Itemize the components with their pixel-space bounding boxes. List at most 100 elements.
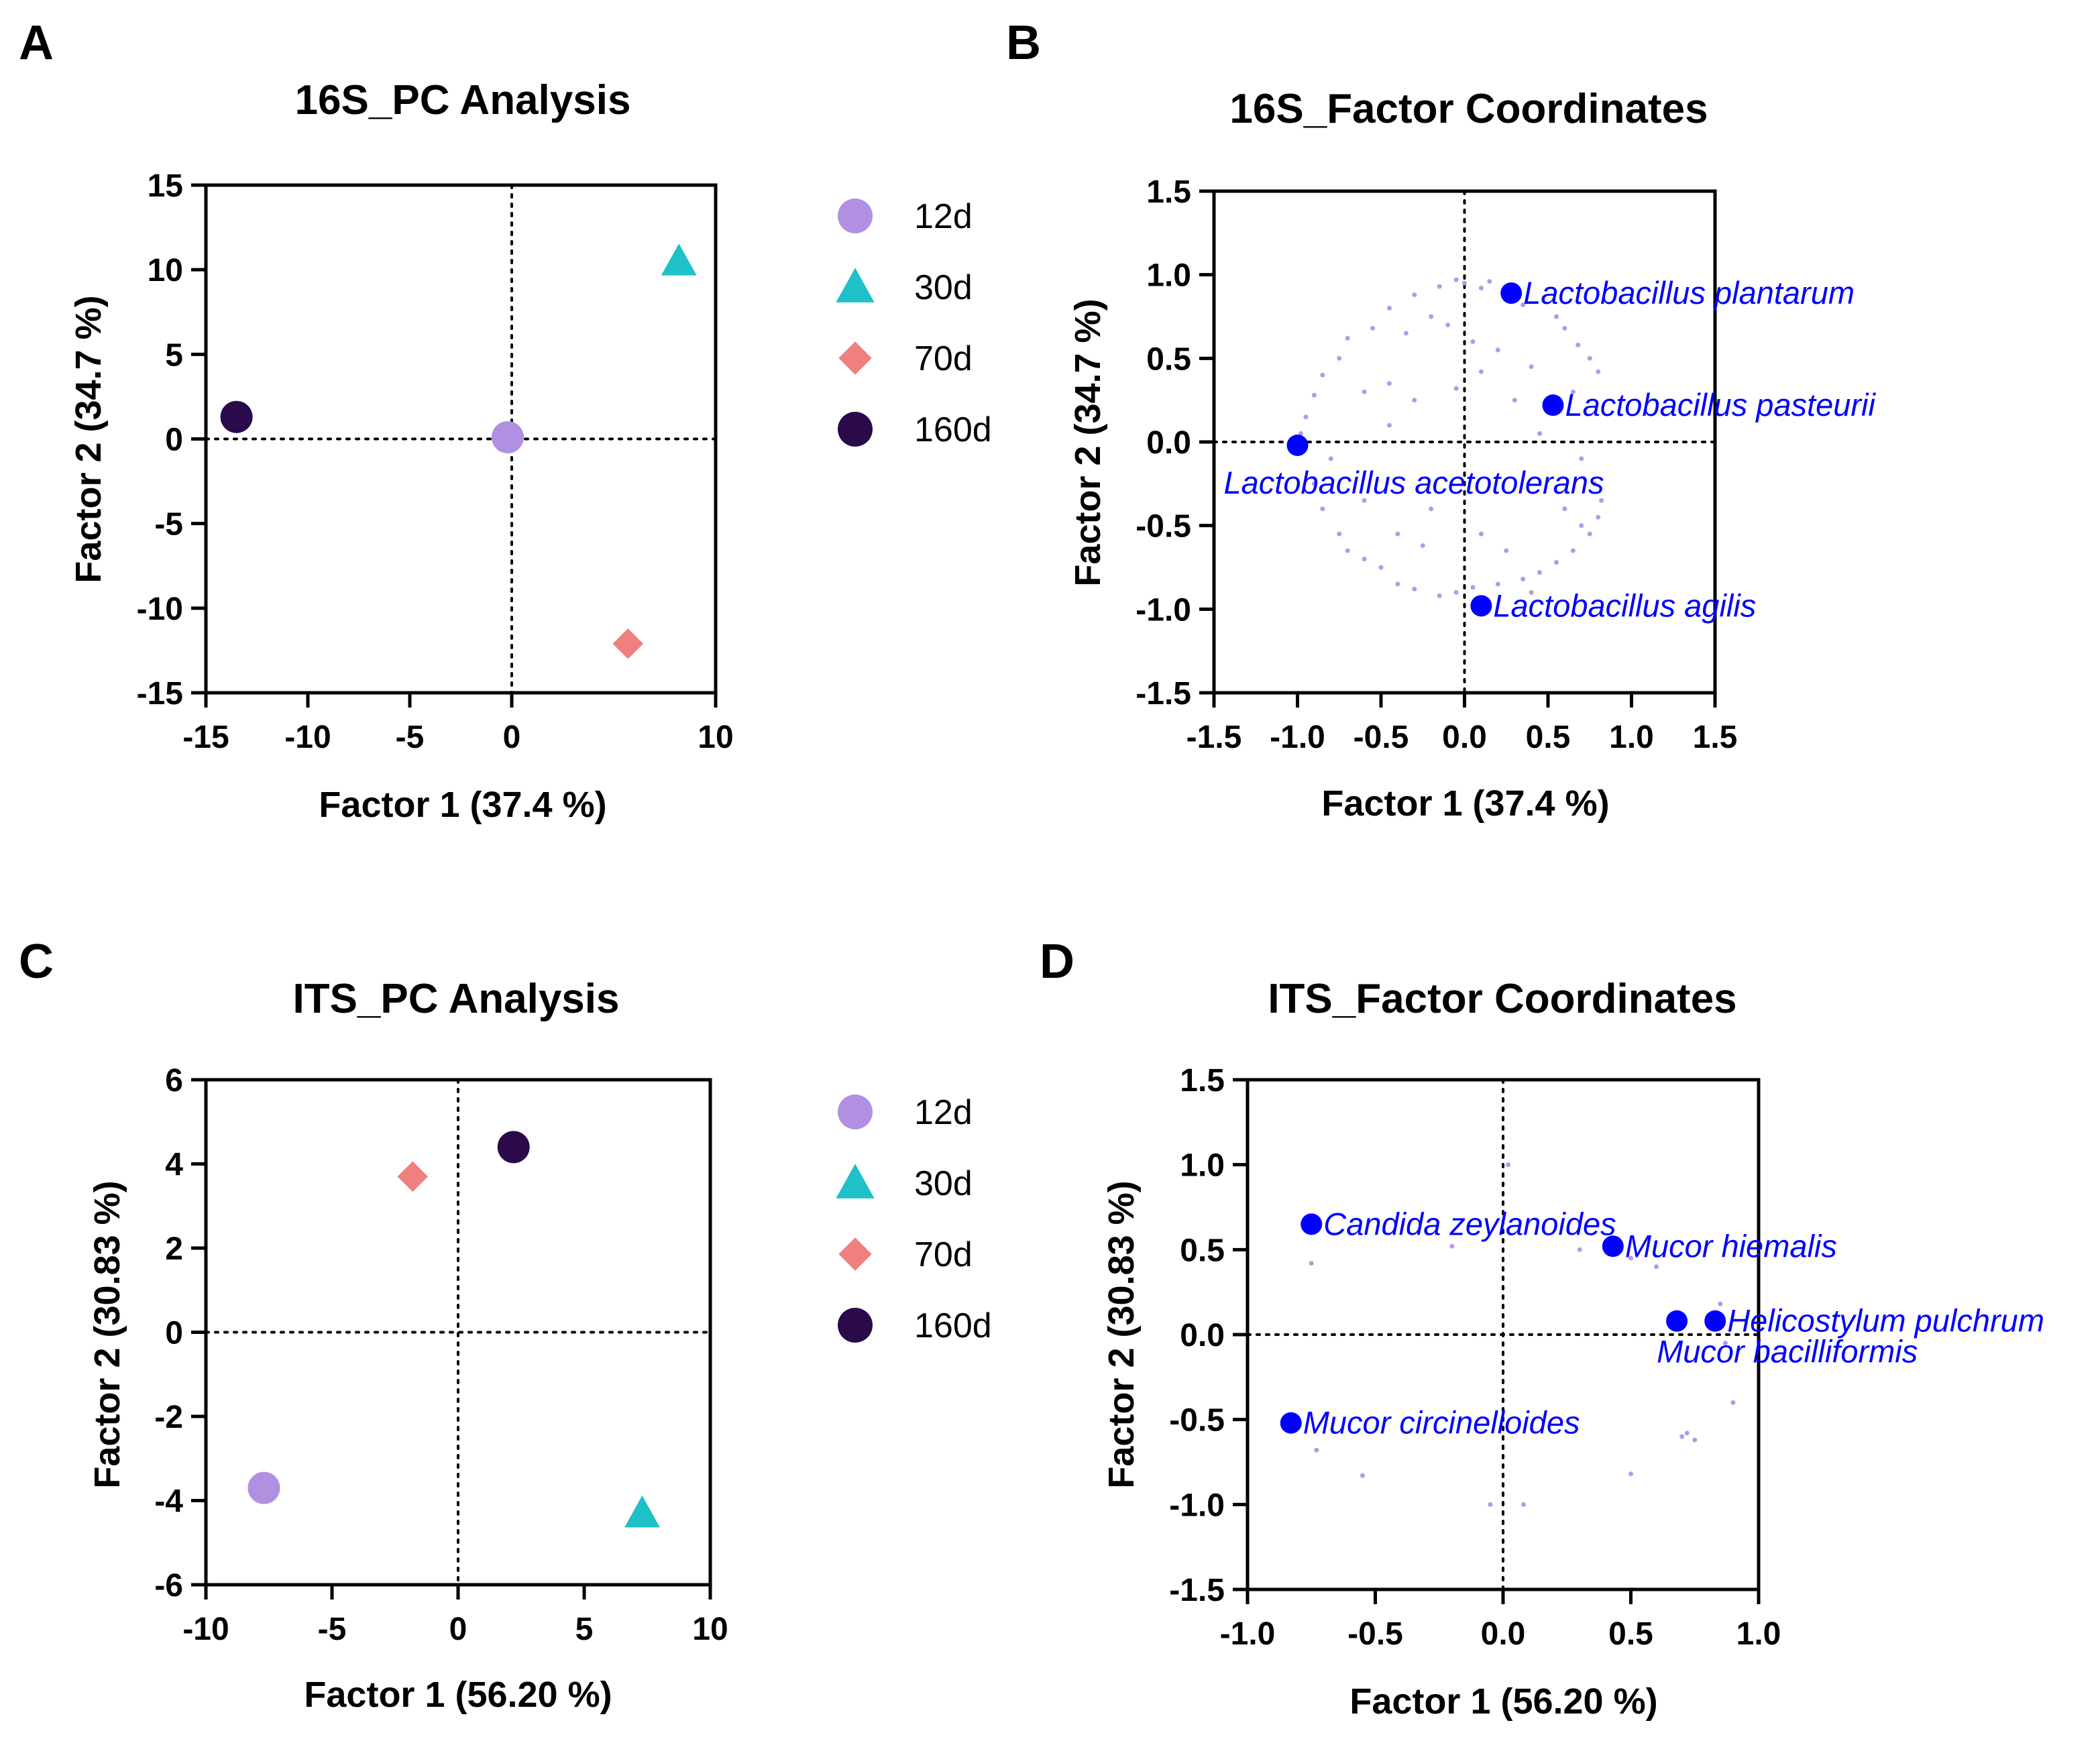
panel-b-minor-point <box>1453 277 1459 282</box>
panel-d-y-tick-label: 1.0 <box>1180 1148 1225 1184</box>
panel-d-y-axis-label: Factor 2 (30.83 %) <box>1101 1180 1142 1488</box>
panel-b: B 16S_Factor Coordinates -1.5 -1.0 -0.5 0.0… <box>1006 16 1876 824</box>
panel-d-zero-lines <box>1246 1078 1760 1591</box>
panel-a-legend-marker-12d <box>838 199 873 233</box>
panel-b-minor-point <box>1478 531 1484 537</box>
panel-a: A 16S_PC Analysis -15 -10 -5 0 10 15 10 5 0 -5 -10… <box>19 16 992 825</box>
panel-a-legend-label-160d: 160d <box>914 410 992 449</box>
panel-d-minor-point <box>1654 1264 1659 1270</box>
panel-d-minor-point <box>1309 1261 1314 1266</box>
panel-b-minor-point <box>1328 456 1333 461</box>
panel-b-minor-point <box>1437 284 1442 289</box>
panel-d-minor-point <box>1488 1502 1493 1507</box>
panel-d-minor-point <box>1684 1431 1690 1436</box>
panel-d-species-point <box>1602 1235 1624 1257</box>
panel-d-minor-point <box>1722 1341 1728 1346</box>
panel-b-species-point <box>1542 394 1564 416</box>
panel-a-points <box>220 243 697 659</box>
panel-b-minor-point <box>1553 560 1559 565</box>
panel-d-species-point <box>1280 1412 1302 1434</box>
panel-b-minor-point <box>1570 389 1576 394</box>
panel-b-y-tick-label: -1.0 <box>1136 592 1191 628</box>
panel-a-y-tick-label: 5 <box>165 337 183 373</box>
panel-b-minor-point <box>1596 514 1601 520</box>
panel-b-minor-point <box>1362 498 1367 503</box>
panel-d-y-tick-label: -1.0 <box>1169 1488 1225 1523</box>
panel-c-x-tick-label: -5 <box>318 1612 347 1647</box>
panel-b-minor-point <box>1420 543 1425 549</box>
panel-d-species-point <box>1666 1310 1688 1332</box>
panel-letter-c: C <box>19 935 54 989</box>
panel-a-point-12d <box>491 420 524 453</box>
panel-b-minor-point <box>1429 314 1434 319</box>
panel-c-zero-lines <box>205 1078 712 1586</box>
panel-b-minor-point <box>1553 314 1559 319</box>
panel-c-y-axis-label: Factor 2 (30.83 %) <box>87 1180 127 1488</box>
panel-c-y-tick-label: -4 <box>154 1484 183 1520</box>
panel-b-minor-point <box>1521 302 1526 308</box>
panel-d-title: ITS_Factor Coordinates <box>1268 976 1736 1022</box>
panel-a-legend-marker-30d <box>836 268 875 302</box>
panel-a-legend-label-70d: 70d <box>914 339 973 378</box>
panel-b-y-tick-label: 1.5 <box>1146 174 1191 210</box>
panel-c-y-tick-label: 6 <box>165 1063 183 1099</box>
panel-c-legend-marker-70d <box>838 1237 872 1271</box>
panel-b-minor-point <box>1562 506 1567 512</box>
panel-d-y-tick-label: 0.5 <box>1180 1233 1225 1268</box>
panel-c-legend-marker-30d <box>836 1164 875 1198</box>
panel-b-minor-point <box>1303 414 1309 420</box>
panel-b-species-label: Lactobacillus pasteurii <box>1565 387 1876 423</box>
panel-c-y-tick-label: -6 <box>154 1568 183 1604</box>
panel-b-minor-point <box>1337 355 1342 361</box>
panel-a-y-tick-label: -5 <box>154 507 183 543</box>
panel-b-minor-point <box>1512 398 1517 403</box>
panel-b-species-point <box>1286 434 1309 456</box>
panel-b-minor-point <box>1478 286 1484 291</box>
panel-b-minor-point <box>1362 389 1367 394</box>
panel-c-point-30d <box>624 1495 660 1528</box>
panel-b-minor-point <box>1576 342 1581 347</box>
panel-c-legend-marker-12d <box>838 1095 873 1129</box>
panel-b-x-tick-label: 0.5 <box>1526 720 1571 755</box>
panel-a-y-tick-label: -15 <box>137 676 183 712</box>
panel-b-minor-point <box>1587 355 1592 361</box>
panel-d: D ITS_Factor Coordinates -1.0 -0.5 0.0 0.5 1… <box>1040 935 2044 1722</box>
panel-d-minor-point <box>1521 1502 1526 1507</box>
panel-d-minor-point <box>1718 1301 1723 1306</box>
panel-b-minor-point <box>1579 456 1584 461</box>
panel-a-x-tick-label: -15 <box>182 720 229 755</box>
panel-b-minor-point <box>1445 322 1451 327</box>
panel-b-y-axis-label: Factor 2 (34.7 %) <box>1068 298 1108 586</box>
panel-a-point-160d <box>220 400 253 433</box>
panel-c-x-tick-label: 10 <box>692 1612 728 1647</box>
panel-a-ticks: -15 -10 -5 0 10 15 10 5 0 -5 -10 -15 <box>137 168 734 755</box>
panel-b-x-tick-label: -1.0 <box>1270 720 1325 755</box>
panel-d-minor-point <box>1449 1243 1455 1249</box>
panel-b-minor-point <box>1386 381 1392 386</box>
panel-b-minor-point <box>1320 506 1325 512</box>
panel-c-points <box>247 1131 660 1528</box>
panel-d-species-point <box>1704 1310 1726 1332</box>
panel-d-species-point <box>1301 1213 1323 1235</box>
panel-a-legend: 12d 30d 70d 160d <box>836 197 992 449</box>
panel-a-legend-label-12d: 12d <box>914 197 973 236</box>
panel-d-x-tick-label: -1.0 <box>1220 1616 1276 1652</box>
panel-b-minor-point <box>1362 557 1367 562</box>
panel-b-minor-point <box>1337 531 1342 537</box>
panel-b-ticks: -1.5 -1.0 -0.5 0.0 0.5 1.0 1.5 1.5 1.0 0.5 0.0 -0.5… <box>1136 174 1737 755</box>
panel-b-minor-point <box>1453 590 1459 595</box>
panel-b-minor-point <box>1429 506 1434 512</box>
panel-d-minor-point <box>1628 1255 1633 1261</box>
panel-d-x-tick-label: 1.0 <box>1736 1616 1781 1652</box>
panel-b-minor-point <box>1412 398 1417 403</box>
panel-c-ticks: -10 -5 0 5 10 6 4 2 0 -2 -4 -6 <box>154 1063 728 1647</box>
panel-d-ticks: -1.0 -0.5 0.0 0.5 1.0 1.5 1.0 0.5 0.0 -0.5 -1.0 -1.… <box>1169 1063 1781 1652</box>
panel-a-x-tick-label: -10 <box>284 720 331 755</box>
panel-b-minor-point <box>1495 581 1500 587</box>
panel-c: C ITS_PC Analysis -10 -5 0 5 10 6 4 2 0 -2 -4 -6 Fa… <box>19 935 992 1715</box>
panel-d-species-label: Mucor circinelloides <box>1303 1405 1580 1441</box>
panel-b-minor-point <box>1395 581 1400 587</box>
panel-c-point-160d <box>497 1131 530 1164</box>
panel-b-species-label: Lactobacillus agilis <box>1493 587 1756 623</box>
panel-b-minor-point <box>1570 548 1576 553</box>
